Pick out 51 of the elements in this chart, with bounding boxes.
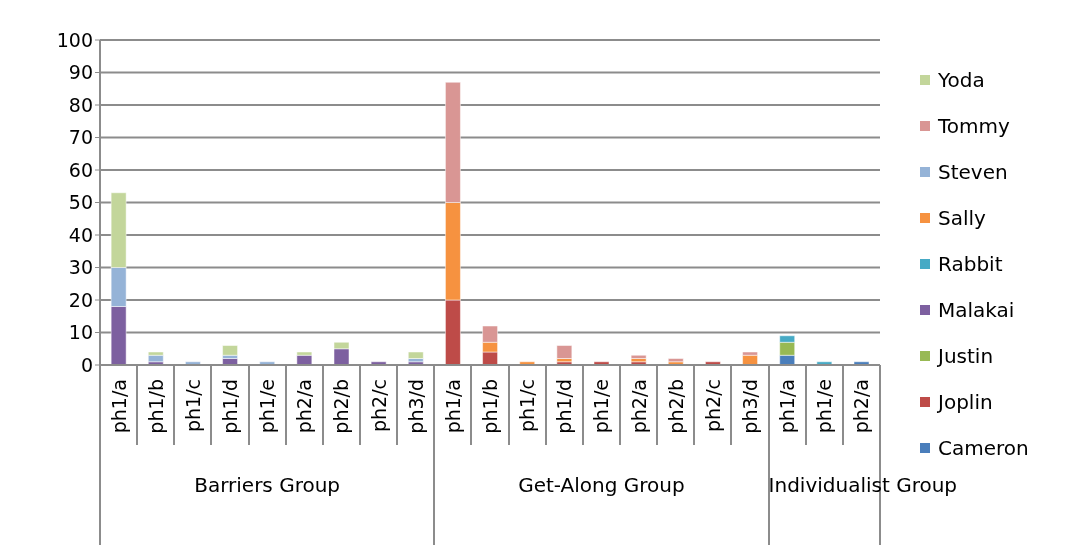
x-tick-label: ph3/d bbox=[739, 379, 761, 434]
x-tick-label: ph2/c bbox=[701, 379, 724, 433]
legend-label: Rabbit bbox=[938, 252, 1003, 276]
legend-label: Yoda bbox=[938, 68, 985, 92]
y-tick-label: 50 bbox=[68, 191, 93, 214]
bar bbox=[816, 361, 833, 365]
y-tick-label: 10 bbox=[68, 321, 93, 344]
x-tick-label: ph1/e bbox=[813, 379, 836, 434]
x-tick-label: ph1/a bbox=[441, 379, 464, 434]
text: Individualist Group bbox=[768, 473, 958, 497]
bar bbox=[556, 345, 573, 359]
x-tick-label: ph2/a bbox=[293, 379, 316, 434]
bar bbox=[408, 351, 424, 359]
x-tick-label: ph1/b bbox=[479, 379, 501, 434]
x-tick-label: ph1/d bbox=[553, 379, 576, 434]
x-tick-label: ph1/c bbox=[181, 379, 204, 433]
legend-label: Cameron bbox=[938, 436, 1029, 460]
text: Barriers Group bbox=[193, 473, 342, 497]
x-tick-label: ph1/a bbox=[776, 379, 799, 434]
x-tick-label: ph1/e bbox=[256, 379, 279, 434]
x-tick-label: ph2/c bbox=[367, 379, 390, 433]
y-tick-label: 20 bbox=[68, 288, 93, 311]
y-tick-label: 80 bbox=[68, 93, 93, 116]
x-tick-label: ph1/e bbox=[590, 379, 613, 434]
text: Get-Along Group bbox=[517, 473, 686, 497]
y-tick-label: 100 bbox=[56, 28, 93, 51]
y-tick-label: 40 bbox=[68, 223, 93, 246]
bar bbox=[370, 361, 387, 365]
x-tick-label: ph1/a bbox=[107, 379, 130, 434]
legend-label: Tommy bbox=[938, 114, 1010, 138]
y-tick-label: 60 bbox=[68, 158, 93, 181]
bar bbox=[222, 345, 238, 356]
x-tick-label: ph2/b bbox=[330, 379, 353, 434]
x-tick-label: ph1/d bbox=[219, 379, 241, 434]
legend-label: Steven bbox=[938, 160, 1008, 184]
x-tick-label: ph2/a bbox=[850, 379, 873, 434]
y-tick-label: 70 bbox=[68, 126, 93, 149]
legend-label: Joplin bbox=[938, 390, 993, 414]
x-tick-label: ph1/b bbox=[144, 379, 167, 434]
x-tick-label: ph1/c bbox=[516, 379, 539, 433]
legend-label: Malakai bbox=[938, 298, 1015, 322]
legend-label: Sally bbox=[938, 206, 986, 230]
bar bbox=[593, 361, 610, 365]
bar bbox=[853, 361, 870, 365]
y-tick-label: 0 bbox=[80, 353, 93, 376]
y-tick-label: 30 bbox=[68, 256, 93, 279]
x-tick-label: ph2/b bbox=[664, 379, 687, 434]
y-tick-label: 90 bbox=[68, 61, 93, 84]
legend-label: Justin bbox=[938, 344, 994, 368]
x-tick-label: ph2/a bbox=[627, 379, 650, 434]
x-tick-label: ph3/d bbox=[404, 379, 427, 434]
